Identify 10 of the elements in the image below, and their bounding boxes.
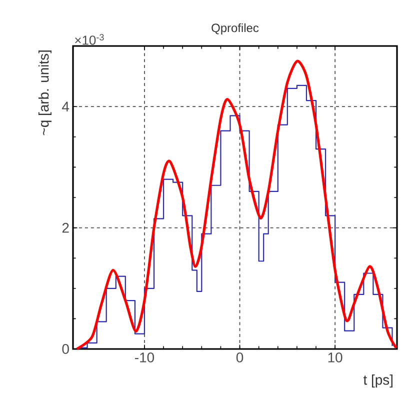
y-tick-label: 4 bbox=[62, 102, 70, 112]
x-tick-label: -10 bbox=[135, 352, 154, 362]
x-tick-label: 0 bbox=[236, 352, 244, 362]
x-tick-label: 10 bbox=[328, 352, 342, 362]
x-axis-title: t [ps] bbox=[363, 374, 392, 388]
text: ×10$^{-3}$ bbox=[75, 34, 104, 45]
y-tick-label: 2 bbox=[62, 222, 69, 233]
y-tick-label: 0 bbox=[62, 344, 69, 354]
chart-title: Qprofilec bbox=[212, 23, 259, 35]
y-axis-title: ~q [arb. units] bbox=[38, 50, 52, 136]
